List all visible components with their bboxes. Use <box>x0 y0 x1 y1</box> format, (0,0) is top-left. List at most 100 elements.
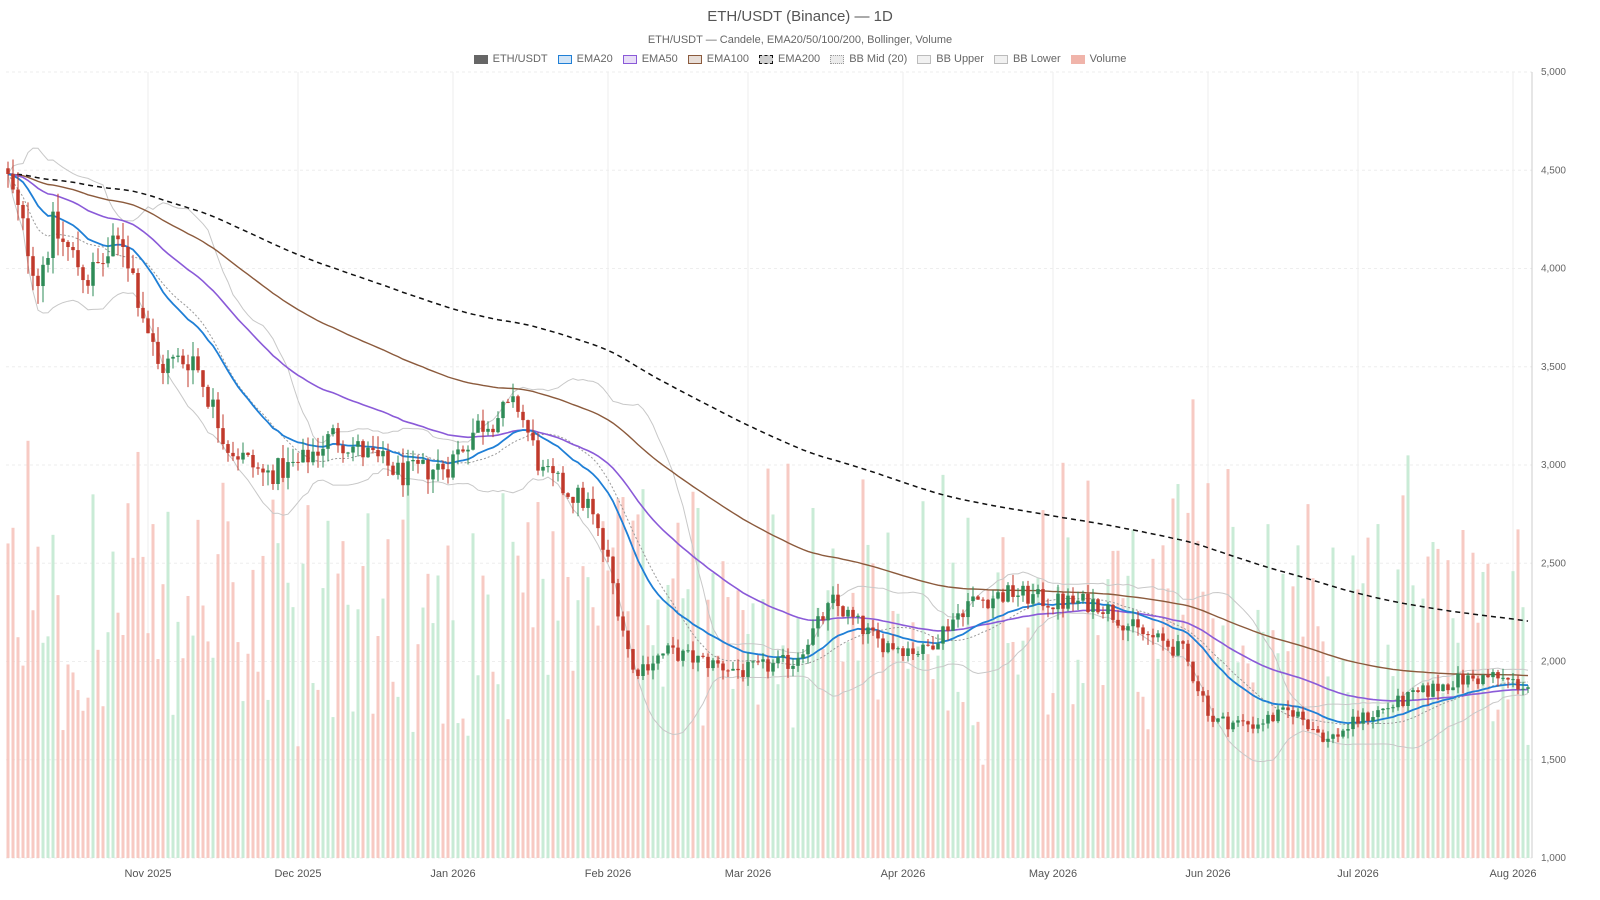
volume-bar <box>356 609 360 858</box>
candle-body <box>1281 707 1285 710</box>
candle <box>166 350 170 385</box>
volume-bar <box>46 636 50 858</box>
candle-body <box>856 615 860 617</box>
candle <box>1321 729 1325 743</box>
volume-bar <box>986 589 990 858</box>
candle <box>1161 627 1165 651</box>
volume-bar <box>651 645 655 858</box>
candle-body <box>1386 708 1390 710</box>
candle-body <box>521 411 525 421</box>
candle-body <box>1111 604 1115 620</box>
volume-bar <box>106 632 110 858</box>
candle <box>26 202 30 274</box>
volume-bar <box>936 655 940 858</box>
volume-bar <box>1346 692 1350 858</box>
legend-item[interactable]: EMA50 <box>622 53 678 65</box>
volume-bar <box>1501 674 1505 858</box>
volume-bar <box>1266 524 1270 858</box>
candle <box>196 348 200 373</box>
candle-body <box>1351 716 1355 730</box>
volume-bar <box>606 570 610 858</box>
candle <box>1366 711 1370 725</box>
volume-bar <box>536 502 540 858</box>
candle-body <box>26 218 30 257</box>
candle <box>396 455 400 480</box>
legend-label: EMA200 <box>777 53 821 65</box>
candle-body <box>181 355 185 365</box>
volume-bar <box>101 706 105 858</box>
candle <box>66 240 70 261</box>
volume-bar <box>1486 563 1490 858</box>
candle-body <box>666 645 670 654</box>
volume-bar <box>451 620 455 858</box>
candle <box>406 449 410 496</box>
candle <box>791 658 795 677</box>
volume-bar <box>736 590 740 858</box>
candle-body <box>1176 641 1180 656</box>
volume-bar <box>1111 550 1115 858</box>
legend-item[interactable]: BB Upper <box>917 53 984 65</box>
candle <box>911 642 915 661</box>
candle-body <box>1241 720 1245 722</box>
candle-body <box>936 643 940 650</box>
volume-bar <box>746 633 750 858</box>
candle <box>686 644 690 653</box>
candle-body <box>1391 707 1395 709</box>
candle-body <box>101 263 105 265</box>
candle-body <box>151 333 155 342</box>
candle-body <box>381 451 385 457</box>
candle-body <box>951 619 955 631</box>
volume-bar <box>481 575 485 858</box>
candle-body <box>1296 711 1300 717</box>
legend-item[interactable]: EMA200 <box>758 53 821 65</box>
volume-bar <box>516 555 520 858</box>
candle-body <box>261 468 265 473</box>
candle-body <box>451 454 455 478</box>
volume-bar <box>41 642 45 858</box>
legend-item[interactable]: BB Lower <box>993 53 1061 65</box>
volume-bar <box>1256 609 1260 858</box>
legend-item[interactable]: ETH/USDT <box>473 53 548 65</box>
candle-body <box>1331 734 1335 739</box>
candle-body <box>286 462 290 478</box>
candle <box>866 623 870 644</box>
x-tick-label: Mar 2026 <box>725 868 771 880</box>
volume-bar <box>96 649 100 858</box>
volume-bar <box>1086 480 1090 858</box>
legend-item[interactable]: EMA100 <box>687 53 749 65</box>
legend-item[interactable]: Volume <box>1070 53 1126 65</box>
candle-body <box>1196 681 1200 692</box>
candle <box>366 441 370 458</box>
volume-bar <box>141 556 145 858</box>
candle <box>601 527 605 562</box>
volume-bar <box>551 531 555 858</box>
legend-item[interactable]: EMA20 <box>557 53 613 65</box>
candle <box>1261 719 1265 732</box>
candle <box>756 655 760 666</box>
candle-body <box>991 598 995 609</box>
candle <box>1136 611 1140 636</box>
candle <box>556 471 560 482</box>
volume-bar <box>1436 548 1440 858</box>
candle <box>636 668 640 680</box>
candle <box>1041 582 1045 611</box>
candle-body <box>591 498 595 515</box>
candle <box>1296 708 1300 719</box>
candle-body <box>706 656 710 669</box>
candle <box>376 436 380 463</box>
volume-bar <box>881 647 885 858</box>
volume-bar <box>26 440 30 858</box>
candle <box>751 660 755 669</box>
volume-bar <box>436 575 440 858</box>
candle-body <box>1011 585 1015 597</box>
legend-swatch <box>687 54 702 64</box>
volume-bar <box>236 642 240 858</box>
candle <box>1511 673 1515 688</box>
volume-bar <box>661 686 665 858</box>
candle <box>496 411 500 434</box>
candle-body <box>1306 719 1310 730</box>
legend-item[interactable]: BB Mid (20) <box>830 53 907 65</box>
volume-bar <box>1191 399 1195 858</box>
candle-body <box>586 498 590 508</box>
